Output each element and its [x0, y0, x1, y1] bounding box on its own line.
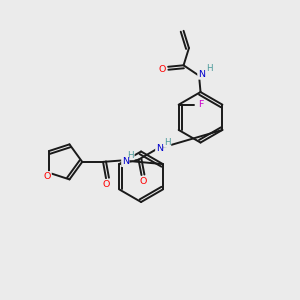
Text: N: N [122, 158, 129, 166]
Text: H: H [128, 151, 134, 160]
Text: H: H [206, 64, 213, 73]
Text: F: F [198, 100, 203, 109]
Text: H: H [164, 138, 171, 147]
Text: O: O [102, 180, 110, 189]
Text: O: O [44, 172, 51, 181]
Text: O: O [158, 65, 166, 74]
Text: N: N [156, 144, 163, 153]
Text: N: N [198, 70, 205, 79]
Text: O: O [139, 177, 147, 186]
